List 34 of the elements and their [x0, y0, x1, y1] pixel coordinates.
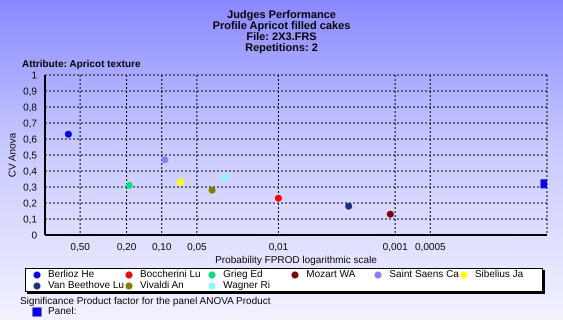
x-tick-label: 0,05	[187, 242, 208, 254]
y-tick-label: 0,2	[23, 198, 38, 210]
legend-label: Sibelius Ja	[474, 269, 524, 280]
x-tick-label: 0,01	[268, 242, 289, 254]
y-tick-label: 1	[31, 70, 38, 82]
legend-label: Saint Saens Ca	[388, 269, 459, 280]
y-tick-label: 0,8	[23, 102, 38, 114]
y-tick-label: 0,7	[23, 118, 38, 130]
legend-label: Vivaldi An	[139, 280, 185, 291]
legend-label: Boccherini Lu	[139, 269, 202, 280]
y-tick-label: 0,4	[23, 166, 38, 178]
legend-label: Grieg Ed	[222, 269, 264, 280]
legend-label: Panel:	[48, 306, 76, 317]
y-tick-label: 0,1	[23, 214, 38, 226]
text: Attribute: Apricot texture	[22, 59, 141, 70]
x-tick-label: 0,50	[70, 242, 90, 254]
x-tick-label: 0,20	[116, 242, 137, 254]
x-tick-label: 0,10	[152, 242, 172, 254]
legend-label: Wagner Ri	[222, 280, 271, 291]
y-tick-label: 0,3	[23, 182, 38, 194]
y-tick-label: 0	[31, 230, 38, 242]
chart-subtitle: Profile Apricot filled cakes File: 2X3.FRS Repetitions: 2	[212, 20, 352, 54]
x-tick-label: 0,001	[382, 242, 408, 254]
x-tick-label: 0,0005	[414, 242, 446, 254]
legend-label: Mozart WA	[305, 269, 356, 280]
legend-label: Berlioz He	[47, 269, 96, 280]
legend-label: Van Beethove Lu	[47, 280, 124, 291]
y-tick-label: 0,9	[23, 86, 38, 98]
y-tick-label: 0,6	[23, 134, 38, 146]
text: Significance Product factor for the panel ANOVA Product	[20, 296, 271, 307]
y-axis-title: CV Anova	[8, 132, 19, 178]
chart-title: Judges Performance	[226, 9, 337, 21]
y-tick-label: 0,5	[23, 150, 38, 162]
x-axis-title: Probability FPROD logarithmic scale	[215, 255, 378, 266]
